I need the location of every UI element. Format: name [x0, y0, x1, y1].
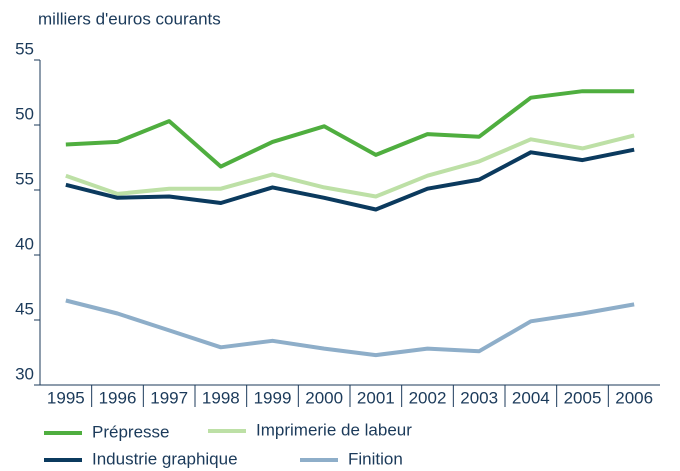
line-series: [65, 298, 635, 358]
x-tick-label: 2002: [409, 388, 447, 407]
legend-label: Finition: [348, 449, 403, 468]
x-tick-label: 1997: [150, 388, 188, 407]
legend-label: Imprimerie de labeur: [256, 420, 412, 439]
y-tick-label: 55: [15, 169, 34, 188]
x-tick-label: 2003: [460, 388, 498, 407]
y-tick-label: 30: [15, 364, 34, 383]
y-tick-label: 40: [15, 234, 34, 253]
x-tick-label: 1999: [254, 388, 292, 407]
line-series: [65, 133, 635, 199]
y-tick-label: 45: [15, 299, 34, 318]
x-tick-label: 1996: [99, 388, 137, 407]
x-tick-label: 2005: [564, 388, 602, 407]
x-tick-label: 1995: [47, 388, 85, 407]
x-tick-label: 1998: [202, 388, 240, 407]
x-tick-label: 2004: [512, 388, 550, 407]
legend-label: Industrie graphique: [92, 449, 238, 468]
line-series: [65, 147, 635, 212]
x-tick-label: 2001: [357, 388, 395, 407]
legend-label: Prépresse: [92, 422, 169, 441]
x-tick-label: 2000: [305, 388, 343, 407]
line-series: [65, 89, 635, 169]
y-tick-label: 55: [15, 39, 34, 58]
y-tick-label: 50: [15, 104, 34, 123]
chart-subtitle: milliers d'euros courants: [38, 9, 221, 28]
x-tick-label: 2006: [615, 388, 653, 407]
